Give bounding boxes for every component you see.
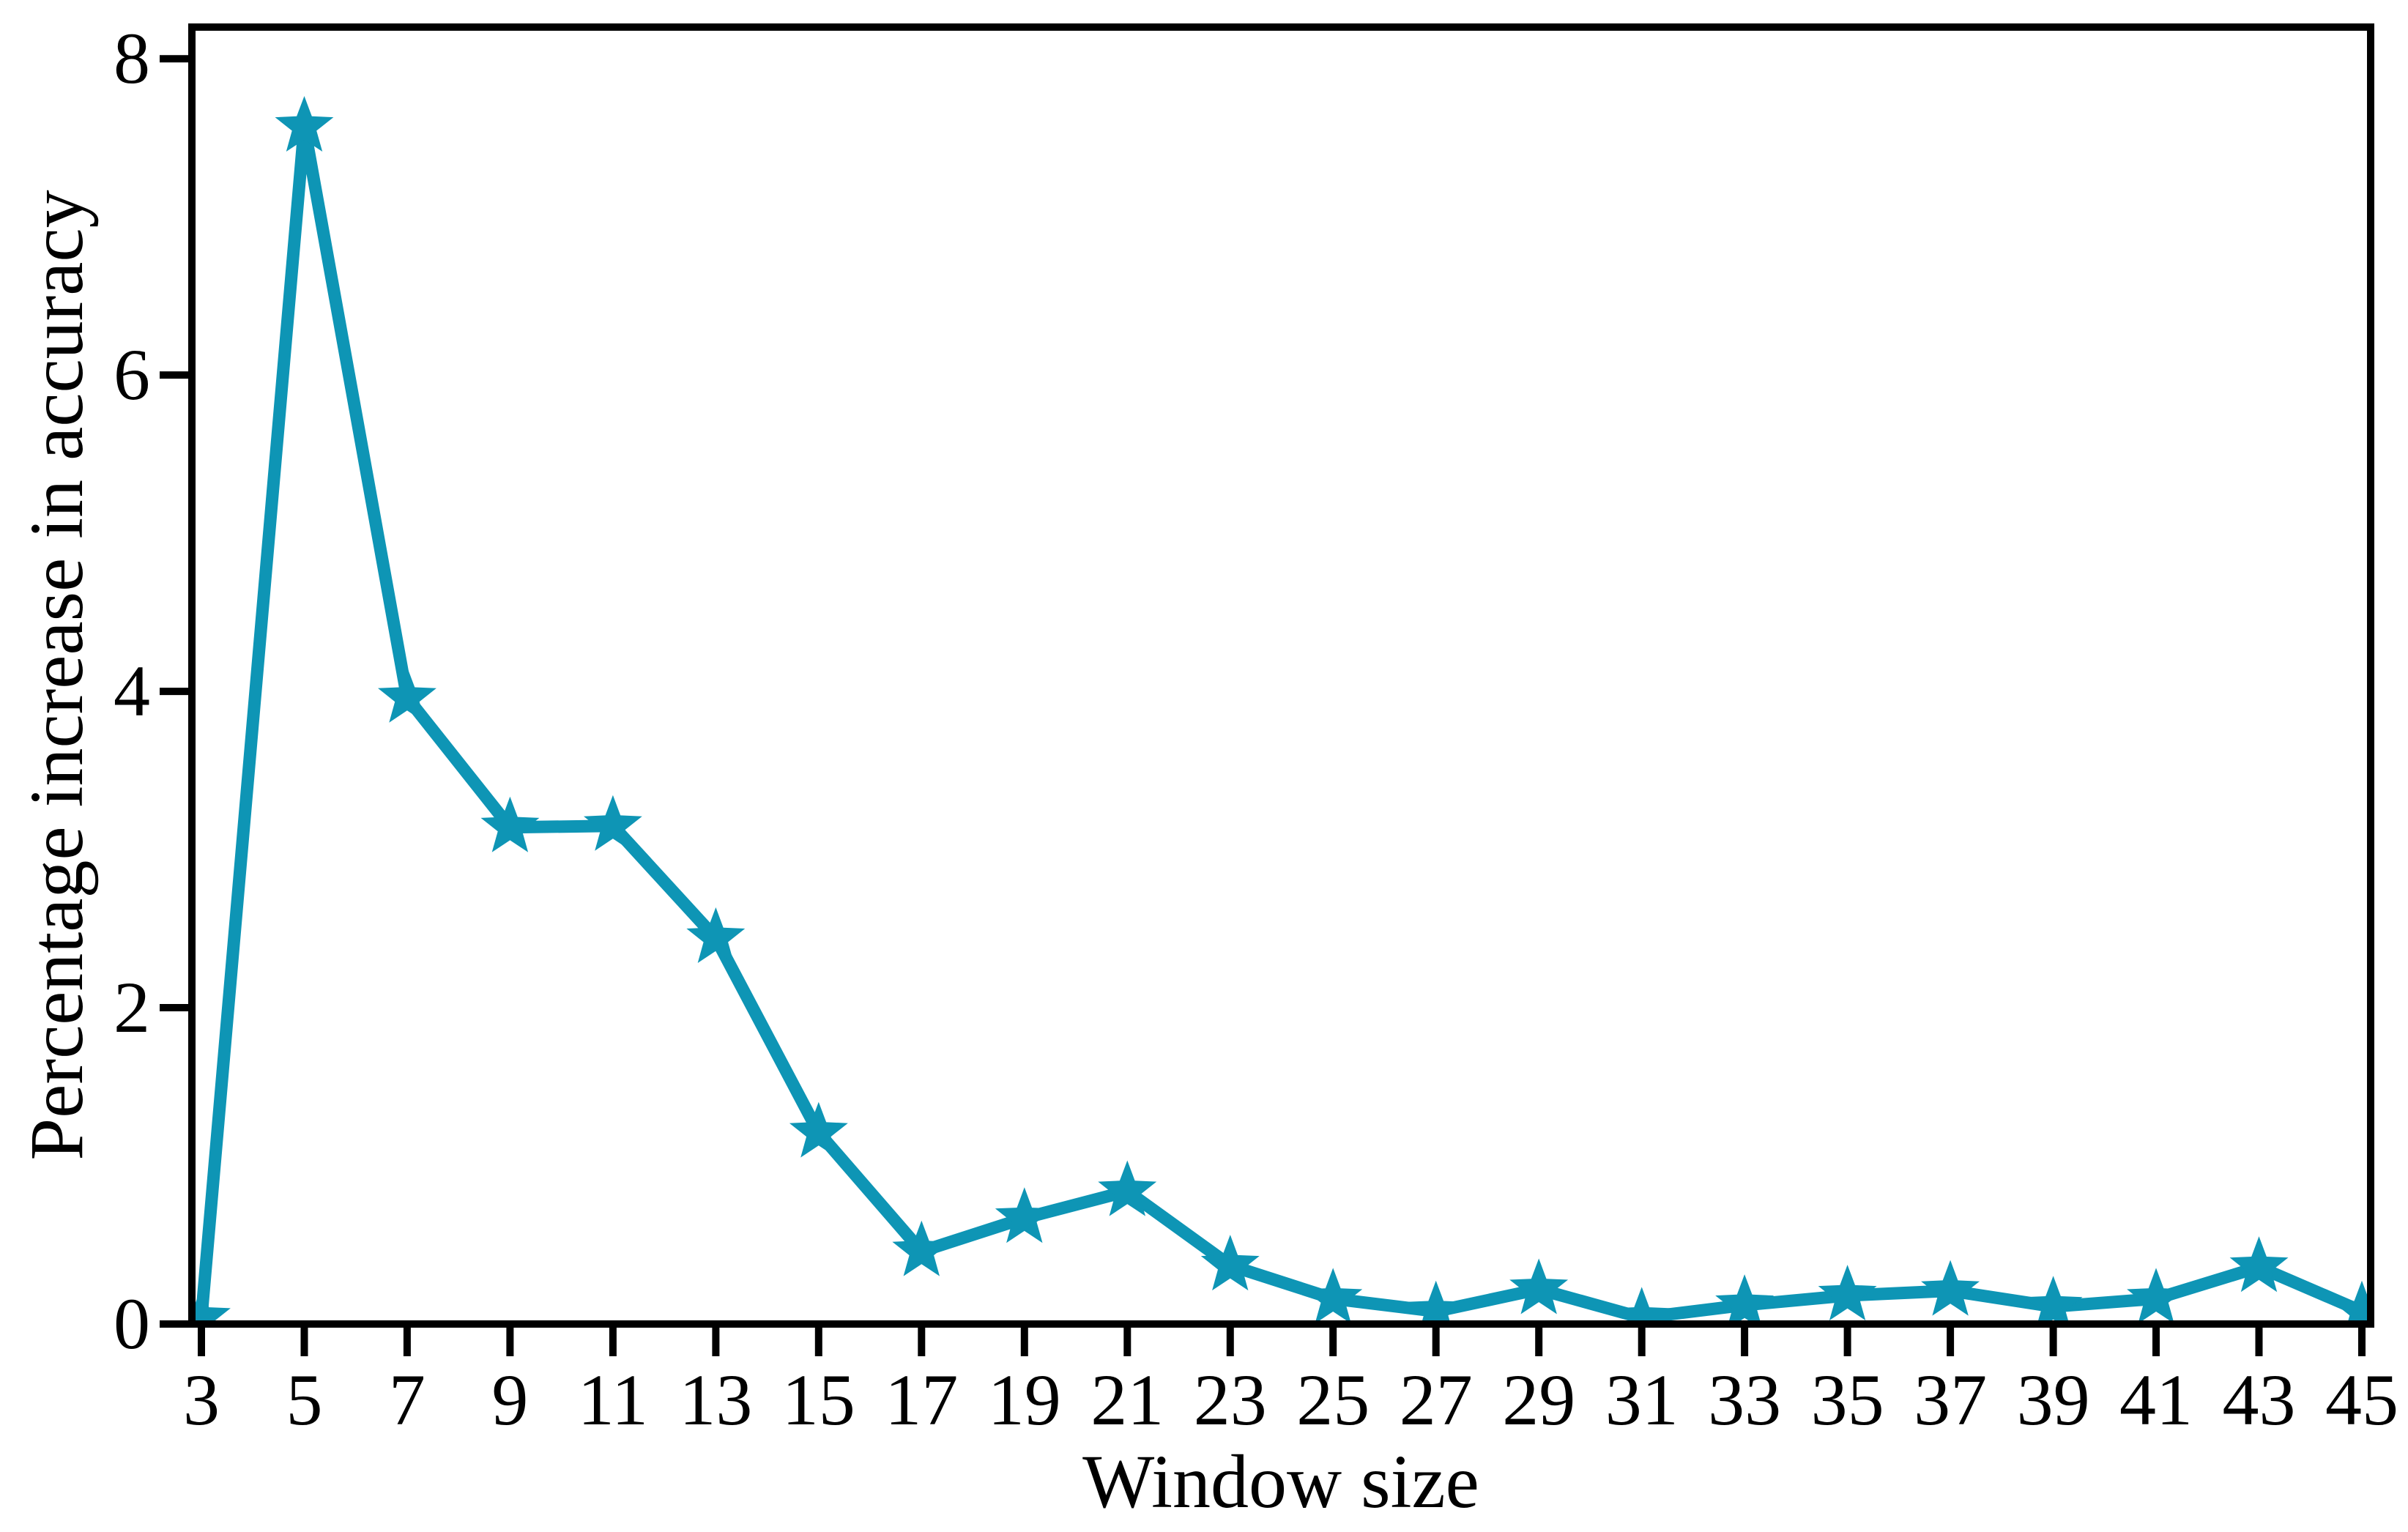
plot-area	[192, 96, 2371, 1324]
x-tick-label: 25	[1296, 1359, 1370, 1440]
x-tick-label: 39	[2017, 1359, 2090, 1440]
axes-frame	[188, 23, 2374, 1328]
x-tick-label: 23	[1194, 1359, 1267, 1440]
data-point-marker	[686, 907, 746, 963]
data-point-marker	[1098, 1160, 1157, 1216]
y-tick-label: 8	[114, 18, 150, 99]
x-tick-label: 13	[679, 1359, 752, 1440]
data-point-marker	[2127, 1268, 2185, 1324]
x-tick-label: 21	[1090, 1359, 1164, 1440]
data-point-marker	[378, 666, 436, 723]
x-tick-label: 35	[1811, 1359, 1884, 1440]
data-point-marker	[1818, 1265, 1877, 1321]
x-tick-label: 11	[578, 1359, 648, 1440]
x-tick-label: 5	[286, 1359, 323, 1440]
data-point-marker	[789, 1101, 848, 1158]
x-tick-label: 29	[1502, 1359, 1575, 1440]
x-tick-label: 33	[1708, 1359, 1781, 1440]
x-tick-label: 43	[2223, 1359, 2296, 1440]
y-axis-label: Percentage increase in accuracy	[15, 190, 99, 1160]
data-point-marker	[1715, 1274, 1775, 1324]
x-tick-label: 17	[885, 1359, 958, 1440]
y-tick-label: 0	[114, 1283, 150, 1364]
x-tick-label: 37	[1914, 1359, 1987, 1440]
y-tick-label: 6	[114, 334, 150, 415]
data-point-marker	[1921, 1260, 1980, 1316]
data-point-marker	[2229, 1236, 2289, 1293]
data-point-marker	[480, 796, 540, 852]
x-tick-label: 15	[782, 1359, 855, 1440]
x-tick-label: 41	[2119, 1359, 2193, 1440]
x-tick-label: 19	[988, 1359, 1061, 1440]
x-tick-label: 9	[491, 1359, 528, 1440]
x-tick-label: 31	[1605, 1359, 1679, 1440]
data-point-marker	[2333, 1280, 2371, 1324]
data-line	[195, 120, 2368, 1324]
data-point-marker	[995, 1187, 1054, 1243]
data-point-marker	[584, 795, 642, 851]
y-tick-label: 2	[114, 967, 150, 1048]
data-point-marker	[1200, 1235, 1260, 1291]
data-point-marker	[1406, 1280, 1465, 1324]
data-point-marker	[1612, 1287, 1671, 1324]
axis-ticks	[160, 55, 2366, 1356]
data-point-marker	[892, 1220, 951, 1276]
data-point-marker	[1509, 1258, 1569, 1315]
data-point-marker	[2024, 1276, 2083, 1324]
y-tick-label: 4	[114, 650, 150, 732]
data-point-marker	[275, 96, 334, 152]
x-tick-label: 27	[1400, 1359, 1473, 1440]
axis-tick-labels: 3 5 7 9 11 13 15 17 19 21 23 25 27 29 31 33 35 37 39 41 43 45…	[114, 18, 2398, 1440]
data-point-marker	[1304, 1268, 1363, 1324]
x-axis-label: Window size	[1082, 1440, 1479, 1524]
x-tick-label: 7	[389, 1359, 426, 1440]
x-tick-label: 45	[2325, 1359, 2398, 1440]
data-point-marker	[192, 1287, 231, 1324]
x-tick-label: 3	[183, 1359, 220, 1440]
